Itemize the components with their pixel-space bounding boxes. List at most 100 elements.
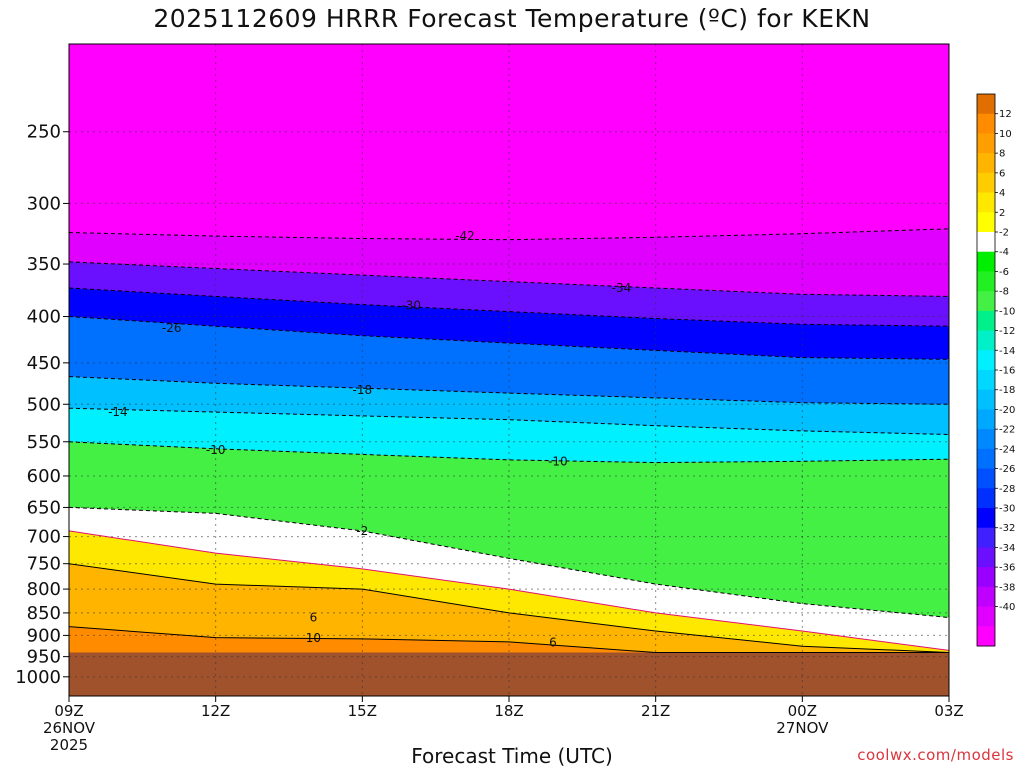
colorbar-label: -2 — [999, 228, 1009, 239]
temperature-band — [69, 316, 949, 405]
colorbar-segment — [977, 626, 995, 647]
x-tick-label: 09Z — [54, 702, 83, 720]
colorbar-label: 10 — [999, 129, 1012, 140]
temperature-band — [69, 288, 949, 360]
x-tick-label: 26NOV — [43, 719, 96, 737]
y-tick-label: 500 — [27, 394, 61, 415]
y-tick-label: 650 — [27, 497, 61, 518]
contour-label: -10 — [206, 443, 226, 457]
y-tick-label: 350 — [27, 254, 61, 275]
colorbar-label: 4 — [999, 188, 1005, 199]
colorbar-segment — [977, 271, 995, 292]
colorbar-segment — [977, 567, 995, 588]
colorbar-label: 12 — [999, 109, 1012, 120]
colorbar-label: 2 — [999, 208, 1005, 219]
x-axis-title: Forecast Time (UTC) — [411, 744, 613, 768]
colorbar-segment — [977, 370, 995, 391]
isotherm-line — [68, 316, 950, 360]
y-tick-label: 1000 — [15, 667, 61, 688]
colorbar-segment — [977, 488, 995, 509]
contour-label: -26 — [162, 321, 182, 335]
colorbar-label: -22 — [999, 425, 1015, 436]
y-tick-label: 950 — [27, 647, 61, 668]
colorbar-segment — [977, 192, 995, 213]
y-tick-label: 750 — [27, 554, 61, 575]
colorbar-segment — [977, 172, 995, 194]
temperature-band — [69, 563, 949, 653]
x-tick-label: 03Z — [934, 702, 963, 720]
isotherm-line — [68, 626, 949, 653]
isotherm-line — [68, 563, 950, 653]
y-tick-label: 850 — [27, 603, 61, 624]
colorbar-label: -12 — [999, 326, 1015, 337]
colorbar-label: -18 — [999, 385, 1015, 396]
colorbar-label: -40 — [999, 602, 1015, 613]
contour-label: 6 — [549, 636, 557, 650]
colorbar-segment — [977, 133, 995, 154]
x-tick-label: 00Z — [788, 702, 817, 720]
y-tick-label: 600 — [27, 466, 61, 487]
y-tick-label: 900 — [27, 625, 61, 646]
y-tick-label: 450 — [27, 353, 61, 374]
colorbar-label: -26 — [999, 464, 1015, 475]
y-tick-label: 800 — [27, 579, 61, 600]
contour-label: -10 — [548, 454, 568, 468]
colorbar-segment — [977, 291, 995, 312]
colorbar-label: -36 — [999, 563, 1015, 574]
contour-label: -18 — [353, 383, 373, 397]
y-tick-label: 300 — [27, 193, 61, 214]
colorbar-label: -32 — [999, 523, 1015, 534]
colorbar-segment — [977, 113, 995, 134]
x-tick-label: 18Z — [494, 702, 523, 720]
colorbar-label: -30 — [999, 504, 1015, 515]
colorbar-segment — [977, 409, 995, 430]
contour-label: -2 — [356, 524, 368, 538]
contour-label: -14 — [108, 405, 128, 419]
temperature-band — [69, 228, 949, 297]
colorbar-label: 6 — [999, 168, 1005, 179]
colorbar-segment — [977, 389, 995, 410]
colorbar-label: -10 — [999, 306, 1015, 317]
colorbar-segment — [977, 429, 995, 450]
y-axis: 2503003504004505005506006507007508008509… — [15, 122, 69, 688]
colorbar-segment — [977, 527, 995, 548]
x-tick-label: 27NOV — [776, 719, 829, 737]
colorbar: 12 10 8 6 4 2 -2 -4 -6 -8 -10 -12 -14 -16 -18 -20 -22 -24… — [976, 93, 1015, 647]
colorbar-segment — [977, 310, 995, 332]
contour-label: -42 — [455, 229, 475, 243]
colorbar-label: -16 — [999, 366, 1015, 377]
colorbar-label: -4 — [999, 247, 1009, 258]
isotherm-contours — [68, 228, 950, 653]
x-tick-label: 15Z — [348, 702, 377, 720]
colorbar-label: -28 — [999, 484, 1015, 495]
y-tick-label: 700 — [27, 527, 61, 548]
colorbar-label: -38 — [999, 582, 1015, 593]
y-tick-label: 400 — [27, 307, 61, 328]
y-tick-label: 550 — [27, 432, 61, 453]
colorbar-label: -14 — [999, 346, 1015, 357]
temperature-band — [69, 261, 949, 327]
colorbar-segment — [977, 212, 995, 233]
contour-label: -30 — [401, 299, 421, 313]
colorbar-segment — [977, 251, 995, 272]
colorbar-segment — [977, 547, 995, 568]
x-tick-label: 12Z — [201, 702, 230, 720]
colorbar-label: 8 — [999, 149, 1005, 160]
colorbar-segment — [977, 94, 995, 115]
colorbar-label: -34 — [999, 543, 1015, 554]
chart-title: 2025112609 HRRR Forecast Temperature (ºC… — [153, 4, 871, 33]
contour-label: -34 — [612, 281, 632, 295]
colorbar-segment — [977, 153, 995, 174]
colorbar-label: -6 — [999, 267, 1009, 278]
contour-label: 10 — [306, 631, 321, 645]
colorbar-label: -24 — [999, 444, 1015, 455]
y-tick-label: 250 — [27, 122, 61, 143]
x-tick-label: 21Z — [641, 702, 670, 720]
colorbar-segment — [977, 448, 995, 470]
colorbar-label: -20 — [999, 405, 1015, 416]
credit-link[interactable]: coolwx.com/models — [857, 746, 1014, 764]
temperature-band — [69, 441, 949, 618]
